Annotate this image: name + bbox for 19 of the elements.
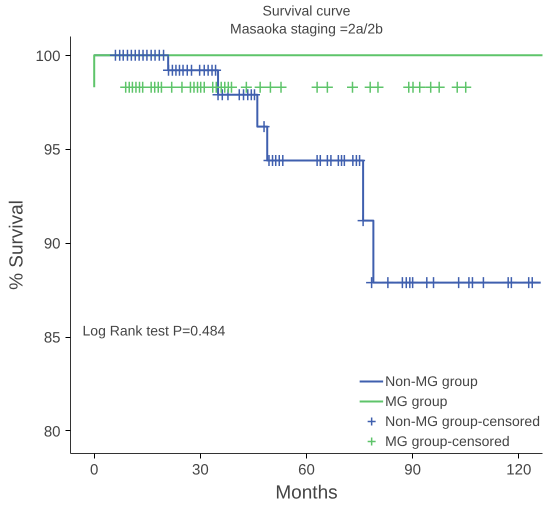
legend-label: Non-MG group <box>385 373 478 389</box>
y-tick-label: 80 <box>44 423 61 440</box>
x-tick-label: 60 <box>298 462 315 478</box>
y-axis-title: % Survival <box>6 200 28 290</box>
x-tick-label: 120 <box>506 462 532 478</box>
chart-subtitle: Masaoka staging =2a/2b <box>230 20 384 36</box>
x-axis-title: Months <box>275 482 338 504</box>
y-tick-label: 90 <box>44 236 61 253</box>
x-tick-label: 90 <box>404 462 421 478</box>
y-tick-label: 95 <box>44 142 61 159</box>
chart-title: Survival curve <box>262 2 351 18</box>
annotation: Log Rank test P=0.484 <box>82 322 226 338</box>
x-tick-label: 30 <box>192 462 209 478</box>
legend-label: MG group <box>385 393 448 409</box>
y-tick-label: 100 <box>35 48 61 65</box>
y-tick-label: 85 <box>44 330 61 347</box>
x-tick-label: 0 <box>90 462 98 478</box>
legend-label: Non-MG group-censored <box>385 413 540 429</box>
legend-label: MG group-censored <box>385 433 510 449</box>
